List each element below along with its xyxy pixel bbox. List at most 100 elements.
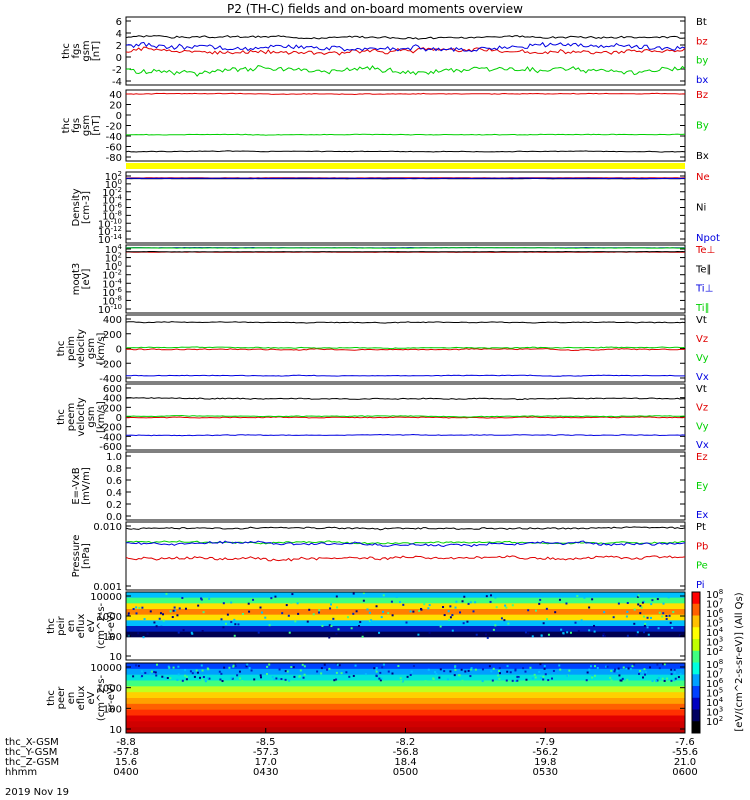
spectrogram-speckle (370, 619, 373, 622)
x-tick-label: -7.6 (675, 737, 695, 748)
spectrogram-speckle (522, 667, 525, 670)
spectrogram-speckle (362, 599, 365, 602)
spectrogram-speckle (463, 595, 466, 598)
spectrogram-speckle (294, 620, 297, 623)
spectrogram-speckle (504, 604, 507, 607)
panel-frame (125, 16, 686, 86)
spectrogram-band (126, 715, 685, 722)
spectrogram-speckle (531, 635, 534, 638)
series-line (125, 348, 686, 352)
spectrogram-speckle (177, 631, 180, 634)
y-tick-label: -4 (112, 77, 122, 88)
legend-entry: bx (696, 75, 708, 86)
spectrogram-speckle (207, 668, 210, 671)
spectrogram-speckle (184, 674, 187, 677)
spectrogram-speckle (646, 616, 649, 619)
spectrogram-speckle (454, 666, 457, 669)
spectrogram-speckle (191, 672, 194, 675)
spectrogram-speckle (306, 620, 309, 623)
spectrogram-speckle (350, 627, 353, 630)
spectrogram-speckle (379, 671, 382, 674)
legend-entry: Te∥ (695, 264, 712, 275)
spectrogram-speckle (160, 625, 163, 628)
series-line (125, 526, 686, 531)
spectrogram-speckle (297, 612, 300, 615)
spectrogram-speckle (432, 677, 435, 680)
y-axis-label: gsm (81, 115, 92, 136)
spectrogram-speckle (533, 673, 536, 676)
status-bar (126, 163, 685, 169)
spectrogram-speckle (224, 622, 227, 625)
legend-entry: Npot (696, 233, 720, 244)
colorbar-segment (692, 615, 700, 628)
spectrogram-speckle (666, 677, 669, 680)
spectrogram-speckle (277, 678, 280, 681)
spectrogram-speckle (622, 666, 625, 669)
spectrogram-speckle (619, 679, 622, 682)
spectrogram-speckle (655, 680, 658, 683)
spectrogram-speckle (201, 669, 204, 672)
spectrogram-speckle (226, 613, 229, 616)
spectrogram-speckle (505, 679, 508, 682)
spectrogram-speckle (641, 601, 644, 604)
spectrogram-speckle (427, 668, 430, 671)
x-tick-label: -56.8 (393, 747, 419, 758)
series-line (125, 65, 686, 77)
spectrogram-speckle (208, 597, 211, 600)
spectrogram-speckle (454, 606, 457, 609)
spectrogram-speckle (281, 612, 284, 615)
legend-entry: Vz (696, 334, 708, 345)
y-tick-label: 400 (103, 394, 122, 405)
spectrogram-speckle (639, 669, 642, 672)
spectrogram-speckle (328, 624, 331, 627)
y-axis-label: thc (61, 43, 72, 59)
y-axis-label: [eV] (81, 269, 92, 290)
spectrogram-speckle (627, 667, 630, 670)
y-tick-label: 1000 (97, 612, 122, 623)
colorbar-segment (692, 697, 700, 710)
spectrogram-speckle (299, 669, 302, 672)
spectrogram-speckle (352, 612, 355, 615)
spectrogram-speckle (424, 680, 427, 683)
spectrogram-speckle (241, 679, 244, 682)
y-tick-label: 6 (116, 17, 122, 28)
colorbar-segment (692, 674, 700, 687)
spectrogram-speckle (368, 611, 371, 614)
spectrogram-speckle (247, 602, 250, 605)
spectrogram-band (126, 674, 685, 681)
spectrogram-speckle (249, 598, 252, 601)
y-axis-label: peir (56, 615, 67, 635)
spectrogram-speckle (588, 668, 591, 671)
series-line (125, 540, 686, 548)
spectrogram-band (126, 692, 685, 699)
legend-entry: Ez (696, 452, 708, 463)
spectrogram-speckle (585, 679, 588, 682)
legend-entry: Bx (696, 151, 709, 162)
y-tick-label: 0.0 (106, 512, 122, 523)
spectrogram-speckle (323, 663, 326, 666)
spectrogram-speckle (485, 595, 488, 598)
spectrogram-speckle (127, 614, 130, 617)
spectrogram-speckle (484, 633, 487, 636)
spectrogram-speckle (451, 614, 454, 617)
y-tick-label: 0.6 (106, 476, 122, 487)
spectrogram-speckle (338, 664, 341, 667)
spectrogram-speckle (678, 634, 681, 637)
legend-entry: Ex (696, 510, 708, 521)
spectrogram-speckle (286, 670, 289, 673)
x-tick-label: 15.6 (115, 757, 137, 768)
spectrogram-speckle (437, 595, 440, 598)
spectrogram-speckle (155, 674, 158, 677)
spectrogram-speckle (617, 602, 620, 605)
spectrogram-speckle (162, 613, 165, 616)
y-tick-label: 0 (116, 413, 122, 424)
spectrogram-speckle (671, 626, 674, 629)
spectrogram-speckle (481, 680, 484, 683)
spectrogram-speckle (449, 605, 452, 608)
y-tick-label: 20 (109, 101, 122, 112)
spectrogram-speckle (280, 678, 283, 681)
spectrogram-band (126, 668, 685, 676)
spectrogram-speckle (154, 671, 157, 674)
spectrogram-speckle (633, 663, 636, 666)
spectrogram-speckle (328, 667, 331, 670)
